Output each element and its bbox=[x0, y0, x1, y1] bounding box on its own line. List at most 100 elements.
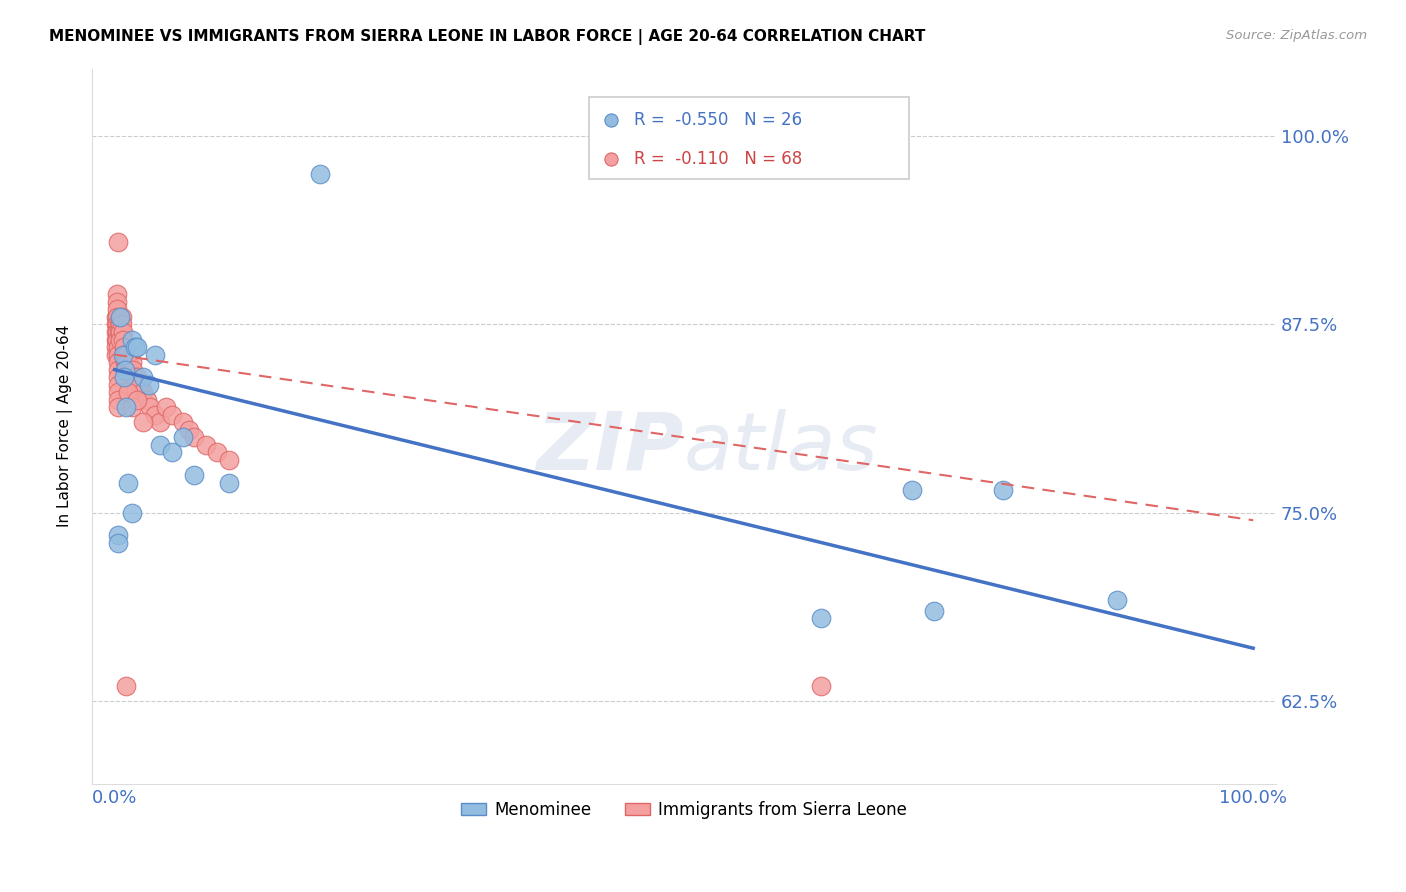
Point bbox=[139, 401, 162, 415]
Point bbox=[143, 408, 166, 422]
Point bbox=[205, 445, 228, 459]
Point bbox=[115, 679, 138, 693]
Point bbox=[218, 453, 240, 467]
Point bbox=[143, 348, 166, 362]
Point bbox=[149, 416, 172, 430]
Point bbox=[602, 319, 624, 334]
Point bbox=[107, 340, 129, 354]
Point bbox=[115, 348, 138, 362]
Point bbox=[121, 506, 143, 520]
Point bbox=[110, 310, 132, 324]
Point bbox=[114, 355, 136, 369]
Point bbox=[308, 167, 330, 181]
Point bbox=[135, 392, 157, 407]
Point bbox=[112, 370, 135, 384]
Point bbox=[127, 370, 149, 384]
Point bbox=[115, 401, 138, 415]
Point bbox=[218, 475, 240, 490]
Point bbox=[120, 370, 142, 384]
Point bbox=[124, 377, 146, 392]
Point bbox=[105, 287, 128, 301]
Point bbox=[107, 377, 129, 392]
Point bbox=[121, 333, 143, 347]
Point bbox=[183, 468, 205, 483]
Legend: Menominee, Immigrants from Sierra Leone: Menominee, Immigrants from Sierra Leone bbox=[454, 794, 914, 825]
Point bbox=[108, 325, 131, 339]
Point bbox=[114, 362, 136, 376]
Point bbox=[111, 333, 134, 347]
Point bbox=[110, 318, 132, 332]
Point bbox=[117, 385, 139, 400]
Point bbox=[160, 408, 183, 422]
Point bbox=[118, 362, 141, 376]
Point bbox=[107, 528, 129, 542]
Point bbox=[104, 318, 127, 332]
Point bbox=[149, 438, 172, 452]
Point bbox=[112, 348, 135, 362]
Point bbox=[104, 333, 127, 347]
Point bbox=[110, 333, 132, 347]
Point bbox=[107, 348, 129, 362]
Text: MENOMINEE VS IMMIGRANTS FROM SIERRA LEONE IN LABOR FORCE | AGE 20-64 CORRELATION: MENOMINEE VS IMMIGRANTS FROM SIERRA LEON… bbox=[49, 29, 925, 45]
Point bbox=[172, 430, 194, 444]
Point bbox=[104, 310, 127, 324]
Point bbox=[1105, 593, 1128, 607]
Point bbox=[107, 362, 129, 376]
Text: R =  -0.550   N = 26: R = -0.550 N = 26 bbox=[634, 112, 803, 129]
Text: Source: ZipAtlas.com: Source: ZipAtlas.com bbox=[1226, 29, 1367, 42]
Point bbox=[105, 302, 128, 317]
Point bbox=[124, 340, 146, 354]
Point bbox=[121, 401, 143, 415]
Point bbox=[160, 445, 183, 459]
Point bbox=[104, 325, 127, 339]
Point bbox=[107, 536, 129, 550]
Point bbox=[810, 679, 832, 693]
Point bbox=[125, 385, 148, 400]
Point bbox=[128, 377, 150, 392]
Point bbox=[122, 370, 145, 384]
Point bbox=[105, 310, 128, 324]
Point bbox=[127, 392, 149, 407]
Point bbox=[110, 318, 132, 332]
Point bbox=[172, 416, 194, 430]
Point bbox=[110, 325, 132, 339]
Point bbox=[107, 370, 129, 384]
Point bbox=[183, 430, 205, 444]
Point bbox=[108, 318, 131, 332]
Point bbox=[107, 401, 129, 415]
Point bbox=[117, 475, 139, 490]
Point bbox=[117, 355, 139, 369]
Text: R =  -0.110   N = 68: R = -0.110 N = 68 bbox=[634, 150, 803, 168]
Point bbox=[115, 362, 138, 376]
Y-axis label: In Labor Force | Age 20-64: In Labor Force | Age 20-64 bbox=[58, 325, 73, 527]
Point bbox=[105, 294, 128, 309]
Point bbox=[114, 348, 136, 362]
Point bbox=[111, 348, 134, 362]
Point bbox=[105, 325, 128, 339]
Point bbox=[107, 385, 129, 400]
FancyBboxPatch shape bbox=[589, 97, 908, 179]
Point bbox=[132, 416, 155, 430]
Point bbox=[104, 340, 127, 354]
Text: atlas: atlas bbox=[683, 409, 879, 486]
Point bbox=[132, 385, 155, 400]
Point bbox=[122, 362, 145, 376]
Point bbox=[155, 401, 177, 415]
Point bbox=[121, 355, 143, 369]
Point bbox=[127, 340, 149, 354]
Point bbox=[900, 483, 922, 497]
Point bbox=[112, 340, 135, 354]
Point bbox=[177, 423, 200, 437]
Point bbox=[111, 325, 134, 339]
Point bbox=[810, 611, 832, 625]
Point bbox=[924, 604, 946, 618]
Point bbox=[105, 333, 128, 347]
Point bbox=[107, 392, 129, 407]
Point bbox=[104, 348, 127, 362]
Point bbox=[105, 318, 128, 332]
Point bbox=[110, 310, 132, 324]
Point bbox=[115, 355, 138, 369]
Point bbox=[991, 483, 1014, 497]
Point bbox=[602, 238, 624, 252]
Point bbox=[107, 355, 129, 369]
